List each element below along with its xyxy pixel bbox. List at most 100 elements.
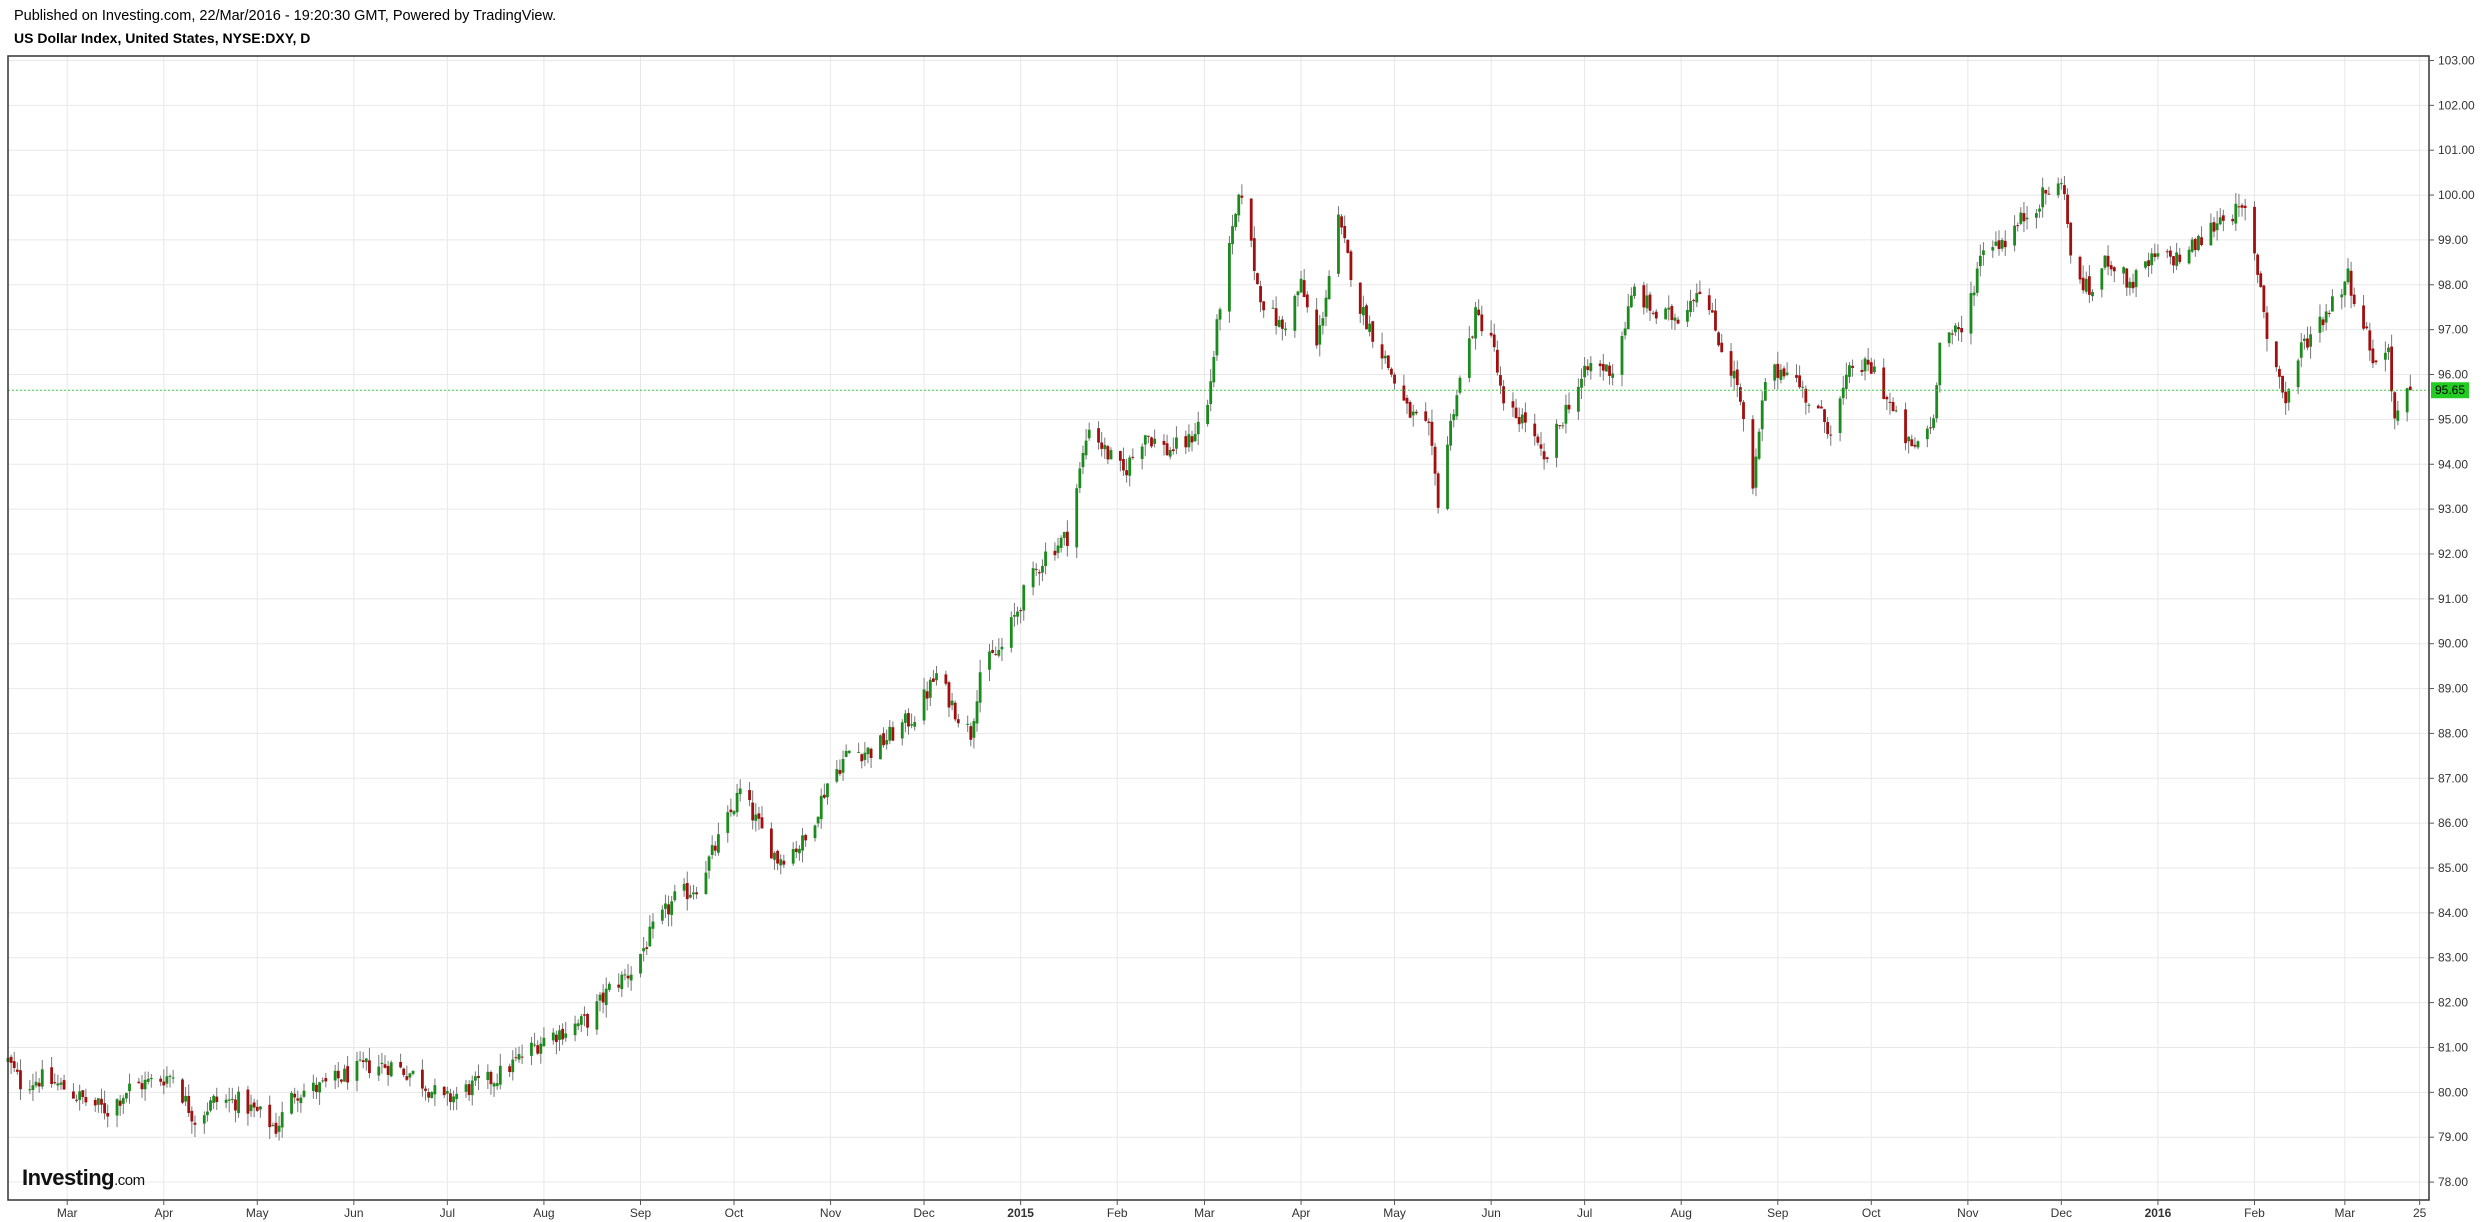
candle-body: [293, 1093, 297, 1098]
candle-body: [595, 1001, 599, 1030]
candle-body: [2231, 218, 2235, 222]
candle-body: [623, 974, 627, 976]
candle-body: [932, 678, 935, 682]
candle-body: [651, 921, 655, 929]
candle-body: [2352, 294, 2356, 305]
candle-body: [1520, 414, 1524, 424]
candle-body: [1869, 362, 1873, 374]
candle-body: [12, 1061, 16, 1068]
candle-body: [296, 1098, 300, 1101]
candle-body: [280, 1112, 284, 1128]
time-axis[interactable]: Mar Apr May Jun Jul Aug Sep Oct Nov Dec 2015 Feb Mar…: [57, 1200, 2427, 1220]
candle-body: [1492, 334, 1496, 348]
candle-body: [710, 845, 714, 856]
candle-body: [50, 1067, 54, 1085]
candle-body: [2112, 267, 2116, 272]
candle-body: [748, 790, 751, 801]
x-tick-label: Jun: [344, 1206, 363, 1220]
candle-body: [776, 850, 780, 864]
candle-body: [866, 747, 870, 755]
candle-body: [355, 1060, 359, 1081]
candle-body: [389, 1062, 393, 1077]
candle-body: [311, 1082, 315, 1092]
candle-body: [1717, 332, 1720, 346]
candle-body: [1009, 617, 1013, 648]
candle-body: [1240, 195, 1244, 198]
candle-body: [1474, 307, 1477, 339]
candle-body: [1645, 295, 1649, 309]
candle-body: [1044, 551, 1047, 567]
candle-body: [1430, 421, 1434, 446]
x-tick-label: Aug: [533, 1206, 554, 1220]
candle-body: [2087, 276, 2091, 295]
candle-body: [729, 809, 733, 813]
candle-body: [383, 1064, 387, 1068]
candle-body: [84, 1097, 88, 1103]
candle-body: [1190, 436, 1194, 443]
candle-body: [1408, 402, 1412, 418]
candle-body: [1262, 301, 1266, 311]
candle-body: [470, 1080, 474, 1096]
candle-body: [146, 1078, 150, 1082]
candle-body: [277, 1125, 281, 1132]
candle-body: [922, 689, 926, 721]
candle-body: [1673, 317, 1677, 321]
candle-body: [290, 1092, 293, 1114]
candle-body: [1555, 423, 1558, 458]
candle-body: [673, 891, 677, 901]
candle-body: [1386, 355, 1390, 369]
candle-body: [2240, 205, 2244, 208]
y-tick-label: 81.00: [2438, 1040, 2468, 1054]
candle-body: [1477, 309, 1481, 316]
x-tick-label: 25: [2413, 1206, 2427, 1220]
candle-body: [477, 1075, 480, 1078]
candle-body: [822, 794, 826, 798]
candle-body: [106, 1113, 110, 1117]
candle-body: [271, 1125, 275, 1127]
candle-body: [1586, 366, 1590, 370]
candle-body: [2281, 375, 2284, 393]
candle-body: [1436, 473, 1440, 508]
candle-body: [1424, 411, 1428, 421]
candle-body: [1997, 240, 2001, 249]
candle-body: [402, 1068, 406, 1076]
candle-body: [1106, 446, 1110, 460]
x-tick-label: Aug: [1671, 1206, 1692, 1220]
price-axis[interactable]: 78.00 79.00 80.00 81.00 82.00 83.00 84.00 85.00…: [2429, 53, 2475, 1189]
candle-body: [1710, 310, 1714, 313]
candle-body: [1888, 401, 1892, 403]
y-tick-label: 90.00: [2438, 637, 2468, 651]
y-tick-label: 84.00: [2438, 906, 2468, 920]
candle-body: [539, 1043, 543, 1054]
candle-body: [561, 1028, 565, 1040]
candle-body: [227, 1099, 231, 1101]
candle-body: [1844, 374, 1848, 389]
candle-body: [1489, 332, 1493, 336]
candle-body: [978, 672, 982, 703]
candle-body: [695, 892, 698, 895]
candle-body: [604, 988, 608, 1006]
x-tick-label: Mar: [1194, 1206, 1215, 1220]
candle-body: [2109, 265, 2113, 270]
candle-body: [1122, 459, 1125, 471]
candle-body: [1620, 335, 1624, 375]
candle-body: [1022, 585, 1026, 611]
candle-body: [100, 1098, 103, 1105]
candle-body: [1274, 308, 1278, 326]
candle-body: [558, 1030, 561, 1040]
candle-body: [386, 1065, 390, 1075]
x-tick-label: Feb: [1107, 1206, 1128, 1220]
candle-body: [735, 792, 739, 813]
candle-body: [966, 723, 970, 725]
candle-body: [343, 1068, 346, 1082]
candle-body: [1692, 300, 1696, 302]
candle-body: [1798, 375, 1802, 388]
y-tick-label: 97.00: [2438, 323, 2468, 337]
candle-body: [798, 848, 801, 854]
candle-body: [377, 1066, 381, 1076]
y-tick-label: 89.00: [2438, 682, 2468, 696]
candle-body: [953, 702, 957, 720]
candle-body: [586, 1014, 589, 1028]
candle-body: [620, 974, 624, 990]
